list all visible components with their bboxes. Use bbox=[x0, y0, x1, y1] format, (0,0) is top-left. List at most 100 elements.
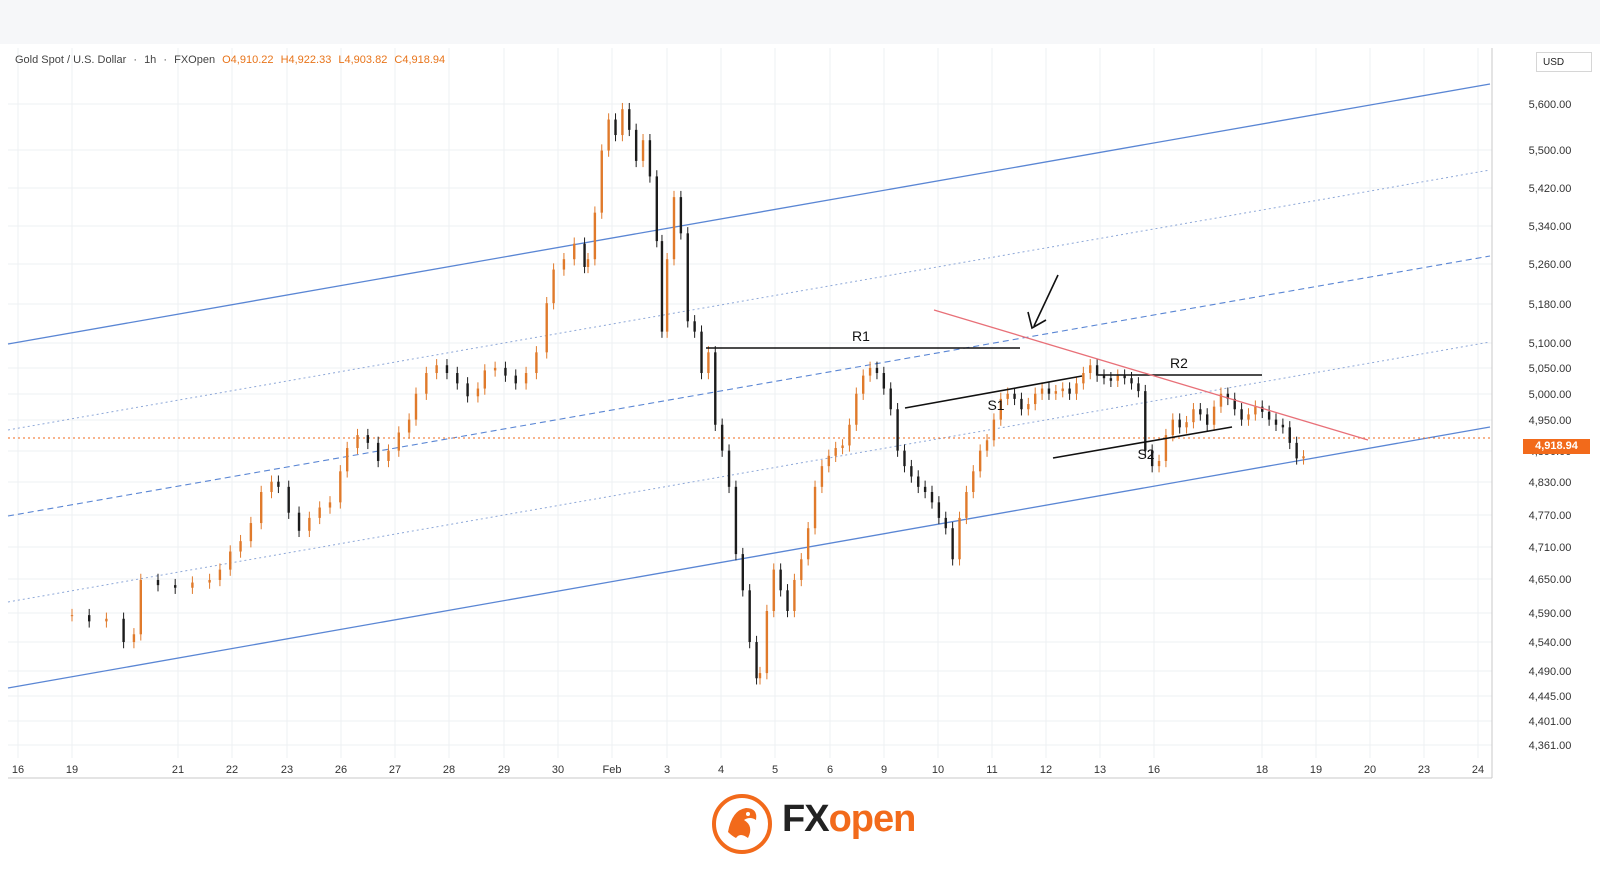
candle-body bbox=[1075, 383, 1078, 394]
candle-body bbox=[679, 197, 683, 234]
x-tick-label: 20 bbox=[1364, 764, 1376, 776]
candle-body bbox=[1061, 388, 1064, 392]
candle-body bbox=[930, 492, 934, 503]
candle-body bbox=[132, 634, 136, 643]
instrument-name: Gold Spot / U.S. Dollar bbox=[15, 54, 127, 66]
candle-body bbox=[985, 440, 989, 451]
candle-body bbox=[1185, 422, 1188, 428]
y-tick-label: 5,180.00 bbox=[1529, 299, 1572, 311]
candle-body bbox=[1240, 409, 1243, 420]
candle-body bbox=[139, 579, 142, 635]
candle-body bbox=[249, 523, 253, 542]
candle-body bbox=[734, 486, 738, 555]
x-tick-label: 22 bbox=[226, 764, 238, 776]
candle-body bbox=[229, 551, 232, 570]
candle-body bbox=[1164, 435, 1168, 461]
candle-body bbox=[1095, 365, 1099, 376]
arrow-shaft bbox=[1033, 274, 1059, 327]
y-tick-label: 5,260.00 bbox=[1529, 259, 1572, 271]
candle-body bbox=[686, 233, 689, 322]
candle-body bbox=[1192, 409, 1195, 423]
candle-body bbox=[1020, 398, 1023, 410]
candle-body bbox=[318, 507, 321, 518]
candle-body bbox=[414, 393, 418, 420]
level-label-s1: S1 bbox=[987, 397, 1004, 413]
candle-body bbox=[634, 129, 638, 161]
candle-body bbox=[772, 569, 775, 612]
candle-body bbox=[972, 471, 975, 493]
candle-body bbox=[827, 455, 830, 467]
candle-body bbox=[917, 476, 920, 487]
source-label: FXOpen bbox=[174, 54, 216, 66]
candle-body bbox=[607, 119, 610, 151]
candle-body bbox=[786, 590, 789, 612]
descending-trendline bbox=[933, 309, 1369, 441]
candle-body bbox=[1068, 388, 1071, 394]
level-label-s2: S2 bbox=[1137, 446, 1154, 462]
candle-body bbox=[562, 259, 566, 270]
candle-body bbox=[978, 450, 982, 472]
candle-body bbox=[277, 481, 280, 487]
candle-body bbox=[820, 466, 824, 487]
y-tick-label: 5,420.00 bbox=[1529, 183, 1572, 195]
candle-body bbox=[387, 450, 390, 461]
x-tick-label: 16 bbox=[12, 764, 24, 776]
y-tick-label: 5,100.00 bbox=[1529, 338, 1572, 350]
candle-body bbox=[260, 492, 263, 524]
candle-body bbox=[1027, 404, 1030, 410]
x-tick-label: 26 bbox=[335, 764, 347, 776]
candle-body bbox=[1219, 393, 1223, 407]
candle-body bbox=[583, 243, 586, 267]
candle-body bbox=[552, 269, 555, 304]
candle-body bbox=[1157, 460, 1161, 467]
candle-body bbox=[868, 367, 872, 376]
candle-body bbox=[1089, 365, 1092, 374]
candle-body bbox=[875, 367, 879, 374]
candle-body bbox=[545, 303, 548, 353]
y-tick-label: 5,050.00 bbox=[1529, 363, 1572, 375]
candle-body bbox=[700, 331, 703, 374]
x-tick-label: 30 bbox=[552, 764, 564, 776]
currency-button[interactable]: USD bbox=[1536, 52, 1592, 72]
x-tick-label: 19 bbox=[66, 764, 78, 776]
ohlc-close: C4,918.94 bbox=[394, 54, 446, 66]
candle-body bbox=[965, 492, 968, 518]
candle-body bbox=[287, 486, 290, 513]
candle-body bbox=[1178, 419, 1181, 428]
candle-body bbox=[655, 176, 658, 242]
candle-body bbox=[999, 398, 1002, 420]
x-tick-label: 12 bbox=[1040, 764, 1052, 776]
candle-body bbox=[445, 365, 449, 374]
candle-body bbox=[944, 517, 947, 529]
candle-body bbox=[951, 528, 954, 560]
candle-body bbox=[992, 419, 996, 441]
channel-upper-line bbox=[7, 83, 1491, 345]
x-tick-label: 9 bbox=[881, 764, 887, 776]
support-line-s2 bbox=[1052, 426, 1233, 459]
level-label-r2: R2 bbox=[1170, 355, 1188, 371]
candle-body bbox=[1267, 411, 1271, 420]
candle-body bbox=[1254, 406, 1257, 415]
y-tick-label: 4,710.00 bbox=[1529, 542, 1572, 554]
interval-label: 1h bbox=[144, 54, 157, 66]
y-tick-label: 4,361.00 bbox=[1529, 740, 1572, 752]
y-tick-label: 4,650.00 bbox=[1529, 574, 1572, 586]
dragon-logo-icon bbox=[712, 794, 772, 854]
candle-body bbox=[1212, 406, 1216, 425]
candle-body bbox=[476, 388, 480, 397]
x-tick-label: 29 bbox=[498, 764, 510, 776]
candle-body bbox=[1144, 391, 1147, 451]
x-tick-label: 23 bbox=[1418, 764, 1430, 776]
y-tick-label: 5,500.00 bbox=[1529, 145, 1572, 157]
candle-body bbox=[1274, 419, 1278, 425]
candle-body bbox=[720, 424, 724, 451]
candle-body bbox=[882, 373, 886, 389]
candle-body bbox=[1206, 414, 1209, 425]
candle-body bbox=[1130, 378, 1133, 384]
candle-body bbox=[1281, 424, 1285, 428]
candle-body bbox=[958, 517, 961, 560]
candle-body bbox=[88, 615, 91, 622]
x-tick-label: 27 bbox=[389, 764, 401, 776]
level-label-r1: R1 bbox=[852, 328, 870, 344]
